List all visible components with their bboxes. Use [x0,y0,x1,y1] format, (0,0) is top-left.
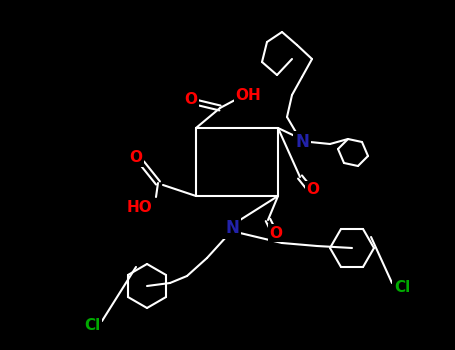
Text: O: O [269,225,283,240]
Text: O: O [184,92,197,107]
Text: Cl: Cl [84,318,100,334]
Text: Cl: Cl [394,280,410,295]
Text: N: N [295,133,309,151]
Text: OH: OH [235,89,261,104]
Text: HO: HO [127,199,153,215]
Text: N: N [225,219,239,237]
Text: O: O [307,182,319,197]
Text: O: O [130,150,142,166]
